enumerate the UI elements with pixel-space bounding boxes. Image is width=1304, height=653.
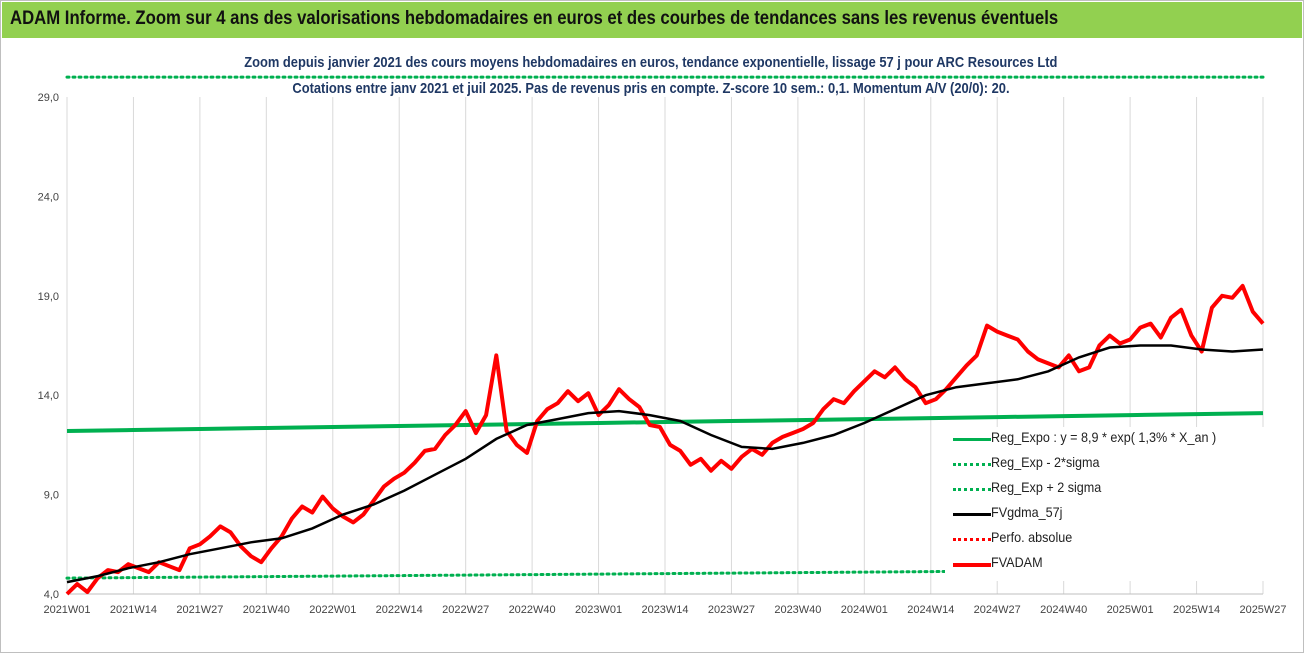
x-tick-label: 2021W27	[176, 604, 223, 616]
legend-item-fvadam[interactable]: FVADAM	[945, 552, 1285, 576]
chart-title-text: Zoom depuis janvier 2021 des cours moyen…	[244, 54, 1058, 71]
legend-label: Perfo. absolue	[991, 529, 1073, 545]
series-line-solid-red	[65, 283, 1265, 596]
legend-label: Reg_Expo : y = 8,9 * exp( 1,3% * X_an )	[991, 429, 1217, 445]
legend-swatch-solid-red	[953, 563, 991, 567]
y-tick-label: 29,0	[38, 92, 59, 104]
x-tick-label: 2022W14	[376, 604, 423, 616]
y-tick-label: 19,0	[38, 291, 59, 303]
chart-subtitle: Cotations entre janv 2021 et juil 2025. …	[161, 80, 1141, 97]
x-tick-label: 2024W27	[974, 604, 1021, 616]
legend-swatch-dotted-green	[953, 488, 991, 491]
legend-item-reg-exp-minus[interactable]: Reg_Exp - 2*sigma	[945, 452, 1285, 476]
chart-title: Zoom depuis janvier 2021 des cours moyen…	[161, 54, 1141, 71]
x-tick-label: 2022W27	[442, 604, 489, 616]
x-tick-label: 2024W01	[841, 604, 888, 616]
title-banner: ADAM Informe. Zoom sur 4 ans des valoris…	[2, 2, 1302, 38]
y-tick-label: 14,0	[38, 390, 59, 402]
x-tick-label: 2023W27	[708, 604, 755, 616]
legend-item-reg-exp-plus[interactable]: Reg_Exp + 2 sigma	[945, 477, 1285, 501]
page-title: ADAM Informe. Zoom sur 4 ans des valoris…	[10, 8, 1059, 29]
x-tick-label: 2021W01	[43, 604, 90, 616]
x-tick-label: 2023W14	[641, 604, 688, 616]
series-line-solid-green	[66, 411, 1264, 433]
chart-subtitle-text: Cotations entre janv 2021 et juil 2025. …	[292, 80, 1010, 97]
x-tick-label: 2023W01	[575, 604, 622, 616]
legend-label: Reg_Exp + 2 sigma	[991, 479, 1102, 495]
x-tick-label: 2021W40	[243, 604, 290, 616]
legend-swatch-solid-black	[953, 513, 991, 516]
legend-swatch-solid-green	[953, 438, 991, 441]
x-tick-label: 2023W40	[774, 604, 821, 616]
legend-label: Reg_Exp - 2*sigma	[991, 454, 1100, 470]
legend-swatch-dotted-red	[953, 538, 991, 541]
x-tick-label: 2024W14	[907, 604, 954, 616]
series-line-solid-black	[66, 344, 1264, 584]
x-tick-label: 2022W40	[509, 604, 556, 616]
legend: Reg_Expo : y = 8,9 * exp( 1,3% * X_an ) …	[945, 427, 1285, 581]
y-tick-label: 24,0	[38, 191, 59, 203]
x-tick-label: 2025W14	[1173, 604, 1220, 616]
legend-item-fvgdma[interactable]: FVgdma_57j	[945, 502, 1285, 526]
x-tick-label: 2021W14	[110, 604, 157, 616]
legend-swatch-dotted-green	[953, 463, 991, 466]
y-tick-label: 4,0	[44, 589, 59, 601]
x-tick-label: 2025W27	[1239, 604, 1286, 616]
legend-item-reg-expo[interactable]: Reg_Expo : y = 8,9 * exp( 1,3% * X_an )	[945, 427, 1285, 451]
legend-item-perfo[interactable]: Perfo. absolue	[945, 527, 1285, 551]
legend-label: FVADAM	[991, 554, 1043, 570]
legend-label: FVgdma_57j	[991, 504, 1063, 520]
x-tick-label: 2022W01	[309, 604, 356, 616]
y-tick-label: 9,0	[44, 490, 59, 502]
x-tick-label: 2025W01	[1107, 604, 1154, 616]
x-tick-label: 2024W40	[1040, 604, 1087, 616]
